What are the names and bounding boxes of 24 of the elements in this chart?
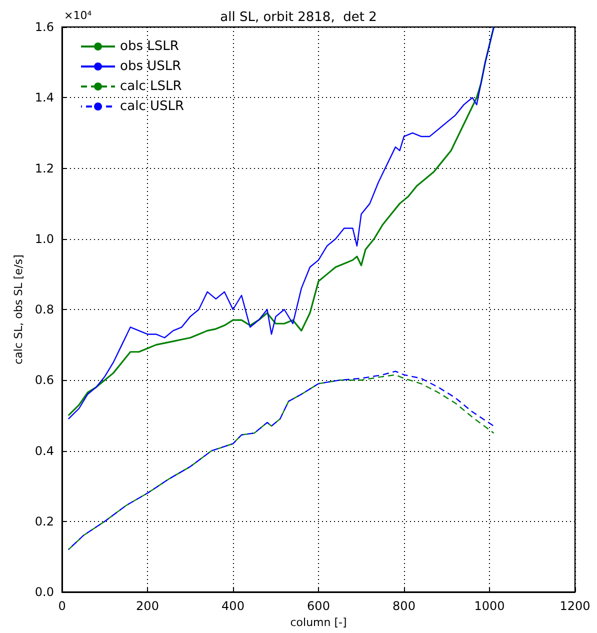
y-tick-label: 0.4 <box>34 444 54 458</box>
chart-title: all SL, orbit 2818, det 2 <box>220 10 377 25</box>
legend-label: obs USLR <box>120 59 182 74</box>
y-tick-label: 1.4 <box>34 90 54 105</box>
y-tick-label: 0.2 <box>34 514 54 528</box>
y-tick-label: 0.8 <box>34 302 54 316</box>
y-axis-title: calc SL, obs SL [e/s] <box>12 254 25 364</box>
y-tick-label: 0.0 <box>34 585 54 599</box>
y-tick-label: 1.6 <box>34 20 54 34</box>
y-tick-label: 1.0 <box>34 232 54 246</box>
legend-label: obs LSLR <box>120 39 179 54</box>
x-tick-label: 600 <box>307 599 330 613</box>
y-tick-label: 0.6 <box>34 373 54 388</box>
y-tick-label: 1.2 <box>34 161 54 176</box>
x-tick-label: 800 <box>392 599 416 613</box>
x-axis-title: column [-] <box>290 616 347 629</box>
legend-label: calc LSLR <box>120 79 182 94</box>
x-tick-label: 0 <box>58 599 66 613</box>
x-tick-label: 1200 <box>560 599 590 613</box>
text: ×10⁴ <box>64 9 92 22</box>
x-tick-label: 1000 <box>474 599 505 613</box>
legend-label: calc USLR <box>120 99 184 114</box>
x-tick-label: 200 <box>136 599 159 613</box>
x-tick-label: 400 <box>222 599 244 613</box>
